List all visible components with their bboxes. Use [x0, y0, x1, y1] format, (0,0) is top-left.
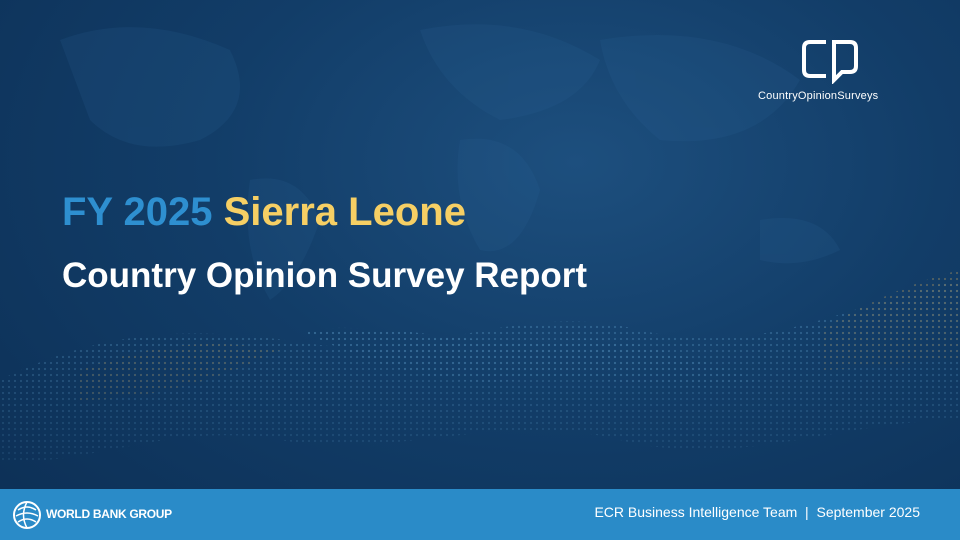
title-country: Sierra Leone: [223, 190, 466, 234]
wbg-logo: [13, 501, 41, 529]
logo-icon: [802, 40, 858, 84]
logo-text: CountryOpinionSurveys: [758, 90, 879, 102]
background-art: [0, 24, 960, 462]
footer: WORLD BANK GROUP ECR Business Intelligen…: [0, 489, 960, 540]
credit: ECR Business Intelligence Team | Septemb…: [594, 504, 920, 520]
organization: WORLD BANK GROUP: [46, 507, 172, 521]
subtitle: Country Opinion Survey Report: [62, 256, 588, 295]
title: FY 2025 Sierra Leone: [62, 190, 466, 235]
title-prefix: FY 2025: [62, 190, 213, 234]
dot-wave: [0, 270, 960, 462]
world-map: [60, 24, 840, 300]
